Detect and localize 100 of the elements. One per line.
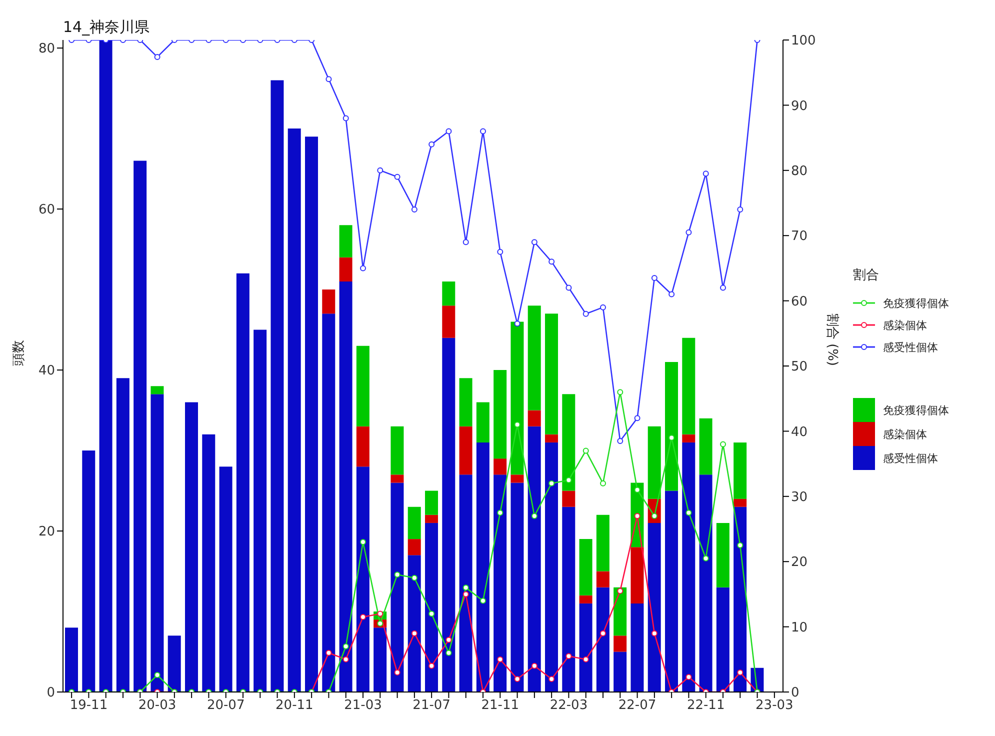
point — [154, 54, 160, 60]
point — [394, 572, 400, 578]
bar — [425, 514, 438, 523]
point — [428, 141, 435, 148]
legend-label: 感染個体 — [883, 318, 927, 332]
bar — [425, 522, 438, 692]
point — [411, 630, 418, 636]
bar — [339, 225, 352, 258]
point — [582, 310, 589, 317]
bar — [682, 434, 696, 442]
point — [326, 76, 332, 82]
y2-tick-label: 0 — [791, 686, 800, 701]
bar — [614, 636, 627, 652]
bar — [545, 314, 558, 434]
bar — [185, 402, 198, 692]
legend-label: 感受性個体 — [883, 340, 938, 354]
bar — [734, 498, 747, 507]
point — [497, 510, 504, 516]
bar — [408, 555, 421, 692]
y2-tick-label: 80 — [791, 164, 808, 180]
point — [617, 438, 624, 444]
bar — [699, 474, 712, 692]
point — [600, 480, 606, 486]
y2-axis-title: 割合 (%) — [824, 313, 840, 366]
point — [737, 206, 744, 213]
point — [566, 284, 572, 291]
y-tick-label: 0 — [46, 686, 55, 701]
point — [720, 441, 726, 448]
point — [634, 486, 640, 493]
y-tick-label: 80 — [38, 42, 55, 57]
y2-tick-label: 10 — [791, 620, 808, 636]
bar — [682, 442, 696, 692]
bar — [390, 482, 404, 692]
bar — [734, 442, 747, 499]
y2-tick-label: 50 — [791, 360, 808, 375]
point — [600, 304, 606, 310]
point — [686, 674, 692, 680]
bar — [596, 587, 610, 692]
point — [446, 636, 452, 643]
bar — [459, 426, 472, 475]
y2-tick-label: 40 — [791, 424, 808, 440]
point — [360, 614, 366, 620]
bar — [116, 378, 130, 692]
point — [548, 676, 555, 682]
x-tick-label: 23-03 — [756, 698, 794, 714]
x-tick-label: 19-11 — [70, 698, 108, 714]
bar — [579, 595, 592, 604]
point — [582, 656, 589, 662]
bar — [494, 458, 507, 475]
x-tick-label: 20-03 — [138, 698, 176, 714]
point — [702, 170, 709, 177]
point — [411, 206, 418, 213]
bar — [82, 450, 96, 692]
point — [582, 448, 589, 454]
point — [634, 512, 640, 519]
bar — [408, 506, 421, 540]
point — [514, 320, 520, 327]
point — [702, 555, 709, 562]
point — [428, 610, 435, 617]
bar — [356, 466, 370, 692]
bar — [648, 522, 661, 692]
point — [342, 656, 349, 662]
bar — [734, 506, 747, 692]
bar — [614, 652, 627, 692]
bar — [562, 490, 576, 507]
point — [411, 574, 418, 581]
point — [617, 389, 624, 396]
x-tick-label: 20-11 — [276, 698, 314, 714]
bar — [356, 426, 370, 467]
point — [531, 662, 538, 669]
point — [720, 284, 726, 291]
bar — [202, 434, 216, 692]
bar — [545, 442, 558, 692]
bar — [459, 378, 472, 426]
bar — [699, 418, 712, 475]
point — [737, 542, 744, 548]
bar — [305, 136, 318, 692]
point — [326, 650, 332, 656]
bar — [356, 346, 370, 426]
bar — [442, 338, 456, 692]
point — [428, 662, 435, 669]
bar — [254, 330, 267, 692]
point — [497, 248, 504, 255]
point — [737, 669, 744, 676]
point — [651, 630, 658, 636]
legend-label: 免疫獲得個体 — [883, 296, 949, 310]
point — [548, 480, 555, 486]
bar — [562, 394, 576, 491]
point — [531, 239, 538, 246]
x-tick-label: 21-07 — [412, 698, 450, 714]
bar — [614, 587, 627, 636]
point — [154, 672, 160, 678]
bar — [579, 539, 592, 596]
bar — [510, 474, 524, 483]
bar — [596, 571, 610, 588]
point — [668, 291, 675, 298]
point — [686, 510, 692, 516]
point — [462, 584, 469, 591]
point — [360, 265, 366, 272]
y2-tick-label: 70 — [791, 229, 808, 244]
